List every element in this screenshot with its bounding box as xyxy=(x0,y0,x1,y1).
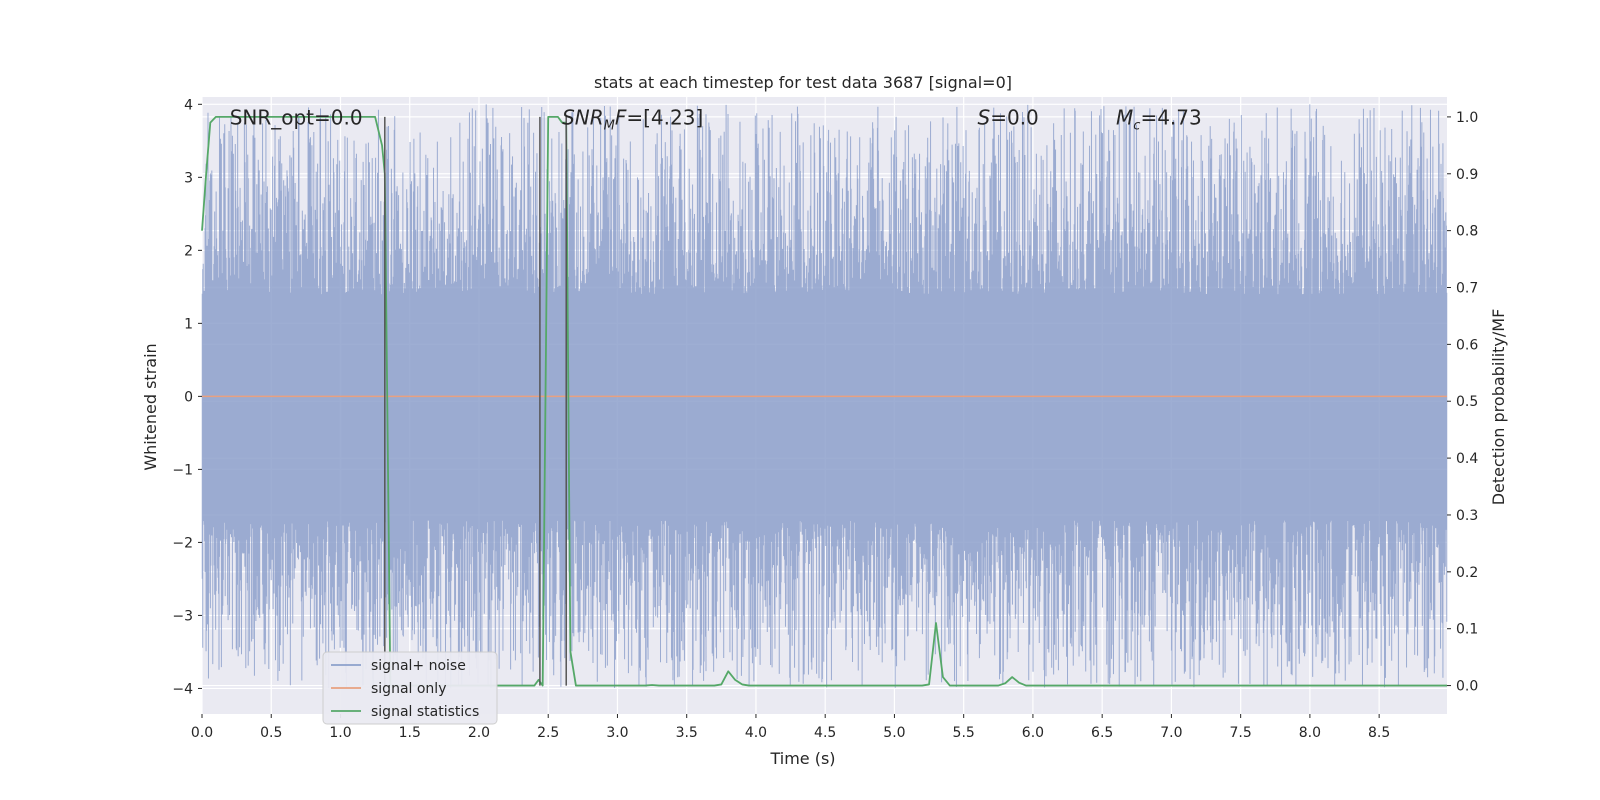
x-axis-ticks: 0.0 0.5 1.0 1.5 2.0 2.5 3.0 3.5 4.0 4.5 5.0 5.5 6.0 6… xyxy=(191,714,1390,741)
x-tick-label: 6.5 xyxy=(1091,725,1113,741)
y-axis-ticks: −4 −3 −2 −1 0 1 2 3 4 xyxy=(172,97,202,697)
annotation-value-rest: =[4.23] xyxy=(626,105,703,129)
y2-tick-label: 0.0 xyxy=(1456,679,1478,695)
y2-tick-label: 0.4 xyxy=(1456,451,1478,467)
legend-label: signal statistics xyxy=(371,704,479,720)
annotation-value: =0.0 xyxy=(990,105,1039,129)
y2-tick-label: 0.3 xyxy=(1456,508,1478,524)
y2-tick-label: 0.5 xyxy=(1456,394,1478,410)
legend-label: signal+ noise xyxy=(371,658,466,674)
y2-tick-label: 0.6 xyxy=(1456,337,1478,353)
chart-title: stats at each timestep for test data 368… xyxy=(594,73,1012,92)
vertical-markers xyxy=(384,116,567,686)
annotation-value: F=[4.23] xyxy=(615,105,703,129)
annotation-text: SNR_opt=0.0 xyxy=(230,105,363,129)
annotation-text: S=0.0 xyxy=(978,105,1039,129)
annotation-prefix: S xyxy=(978,105,991,129)
x-tick-label: 5.5 xyxy=(953,725,975,741)
annotation-prefix: M xyxy=(1116,105,1133,129)
signal-statistics-line xyxy=(201,116,1447,687)
x-tick-label: 0.5 xyxy=(260,725,282,741)
y2-tick-label: 0.8 xyxy=(1456,224,1478,240)
series-signal-noise xyxy=(201,104,1448,689)
x-tick-label: 1.0 xyxy=(329,725,351,741)
annotation-subscript: c xyxy=(1133,118,1140,133)
annotation-text: Mc=4.73 xyxy=(1116,105,1202,133)
y2-tick-label: 0.1 xyxy=(1456,622,1478,638)
y2-axis-ticks: 0.0 0.1 0.2 0.3 0.4 0.5 0.6 0.7 0.8 0.9 1.0 xyxy=(1447,110,1478,695)
signal-noise-trace xyxy=(201,104,1448,689)
annotation-text: SNRMF=[4.23] xyxy=(562,105,703,133)
x-tick-label: 5.0 xyxy=(883,725,905,741)
y2-tick-label: 0.9 xyxy=(1456,167,1478,183)
y-tick-label: 2 xyxy=(184,243,193,259)
annotation-subscript: M xyxy=(604,118,615,133)
y-tick-label: 3 xyxy=(184,170,193,186)
x-tick-label: 4.5 xyxy=(814,725,836,741)
legend-label: signal only xyxy=(371,681,446,697)
y2-tick-label: 0.7 xyxy=(1456,281,1478,297)
x-tick-label: 0.0 xyxy=(191,725,213,741)
legend-box xyxy=(322,651,498,725)
x-tick-label: 7.5 xyxy=(1230,725,1252,741)
y-tick-label: 1 xyxy=(184,316,193,332)
legend: signal+ noise signal only signal statistic… xyxy=(322,651,498,725)
x-tick-label: 7.0 xyxy=(1160,725,1182,741)
x-tick-label: 8.5 xyxy=(1368,725,1390,741)
x-tick-label: 8.0 xyxy=(1299,725,1321,741)
x-axis-label: Time (s) xyxy=(769,749,835,768)
x-tick-label: 2.0 xyxy=(468,725,490,741)
x-tick-label: 6.0 xyxy=(1022,725,1044,741)
y-tick-label: −4 xyxy=(172,681,193,697)
x-tick-label: 3.5 xyxy=(676,725,698,741)
y2-tick-label: 1.0 xyxy=(1456,110,1478,126)
y2-tick-label: 0.2 xyxy=(1456,565,1478,581)
x-tick-label: 1.5 xyxy=(399,725,421,741)
annotation-letter: F xyxy=(615,105,627,129)
annotation-value: =4.73 xyxy=(1140,105,1201,129)
y-tick-label: −2 xyxy=(172,535,193,551)
y2-axis-label: Detection probability/MF xyxy=(1489,309,1508,506)
x-tick-label: 2.5 xyxy=(537,725,559,741)
x-tick-label: 3.0 xyxy=(606,725,628,741)
y-axis-label: Whitened strain xyxy=(141,343,160,470)
y-tick-label: −3 xyxy=(172,608,193,624)
x-tick-label: 4.0 xyxy=(745,725,767,741)
annotations: SNR_opt=0.0 SNRMF=[4.23] S=0.0 Mc=4.73 xyxy=(230,105,1202,133)
y-tick-label: 0 xyxy=(184,389,193,405)
y-tick-label: −1 xyxy=(172,462,193,478)
series-lines xyxy=(201,116,1447,687)
y-tick-label: 4 xyxy=(184,97,193,113)
annotation-prefix: SNR xyxy=(562,105,604,129)
